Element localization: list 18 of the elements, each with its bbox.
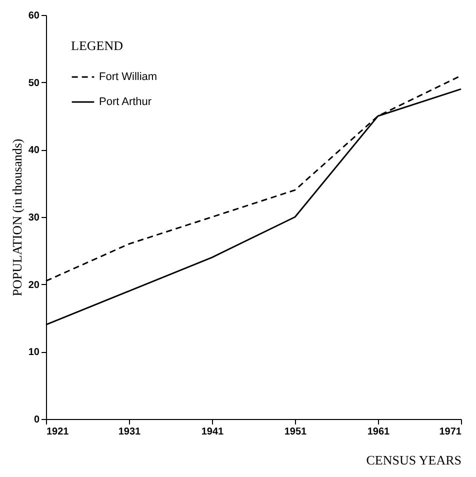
x-tick-label: 1941: [201, 426, 224, 438]
legend-label: Port Arthur: [99, 96, 152, 108]
y-tick-label: 30: [28, 212, 40, 224]
y-axis-title: POPULATION (in thousands): [9, 138, 24, 296]
legend-title: LEGEND: [71, 38, 123, 53]
x-axis-title: CENSUS YEARS: [366, 452, 462, 468]
legend-label: Fort William: [99, 71, 158, 83]
y-tick-label: 40: [28, 145, 40, 156]
x-tick-label: 1971: [439, 426, 462, 438]
y-tick-label: 0: [34, 414, 40, 426]
y-tick-label: 50: [28, 78, 40, 89]
x-tick-label: 1951: [284, 426, 308, 438]
x-tick-label: 1931: [118, 426, 142, 438]
x-tick-label: 1961: [367, 426, 390, 438]
y-tick-label: 10: [28, 347, 40, 358]
x-tick-label: 1921: [46, 426, 70, 438]
y-tick-label: 20: [28, 280, 40, 291]
y-tick-label: 60: [28, 10, 40, 22]
